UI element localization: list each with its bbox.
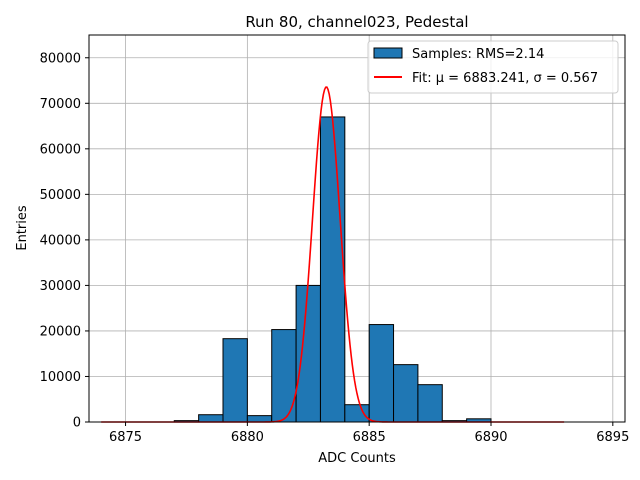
- x-tick-label: 6895: [596, 430, 629, 445]
- legend-box: [367, 40, 619, 94]
- chart-title: Run 80, channel023, Pedestal: [245, 13, 468, 31]
- x-tick-label: 6890: [474, 430, 507, 445]
- y-axis-label: Entries: [15, 205, 30, 251]
- histogram-bar: [417, 384, 443, 423]
- y-tick-label: 0: [73, 416, 81, 431]
- histogram-bar: [222, 338, 248, 423]
- histogram-bar: [295, 284, 321, 423]
- histogram-bar: [368, 324, 395, 423]
- histogram-bar: [198, 414, 224, 423]
- histogram-bar: [246, 415, 273, 423]
- x-tick-label: 6880: [231, 430, 264, 445]
- y-tick-label: 60000: [40, 142, 81, 157]
- y-tick-label: 70000: [40, 97, 81, 112]
- y-tick-label: 50000: [40, 188, 81, 203]
- histogram-bar: [393, 364, 419, 423]
- legend-histogram-label: Samples: RMS=2.14: [412, 47, 544, 62]
- plot-frame: [88, 34, 626, 423]
- histogram-bar: [319, 116, 346, 423]
- y-tick-label: 80000: [40, 51, 81, 66]
- histogram-bar: [271, 329, 297, 423]
- grid: [89, 35, 625, 423]
- legend: Samples: RMS=2.14 Fit: μ = 6883.241, σ =…: [367, 40, 619, 94]
- x-axis-label: ADC Counts: [318, 451, 396, 466]
- y-tick-label: 30000: [40, 279, 81, 294]
- y-tick-label: 20000: [40, 324, 81, 339]
- y-tick-label: 10000: [40, 370, 81, 385]
- y-axis-ticks: 0 10000 20000 30000 40000 50000 60000 70000 8000…: [40, 51, 89, 431]
- x-tick-label: 6875: [109, 430, 142, 445]
- legend-fit-label: Fit: μ = 6883.241, σ = 0.567: [412, 71, 598, 86]
- x-axis-ticks: 6875 6880 6885 6890 6895: [109, 422, 629, 445]
- histogram-bar: [344, 404, 370, 423]
- y-tick-label: 40000: [40, 233, 81, 248]
- legend-histogram-swatch: [373, 47, 403, 59]
- x-tick-label: 6885: [353, 430, 386, 445]
